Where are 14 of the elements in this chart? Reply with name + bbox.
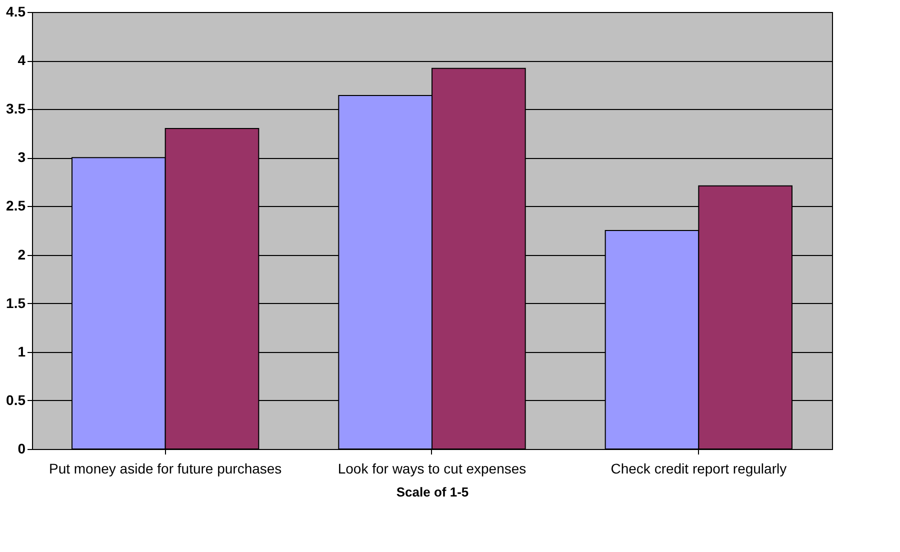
y-tick-label: 1 xyxy=(18,343,26,360)
y-tick-label: 4 xyxy=(18,52,26,68)
y-tick-label: 2.5 xyxy=(6,198,26,214)
y-tick-label: 3.5 xyxy=(6,100,26,117)
y-tick-label: 0 xyxy=(18,440,26,456)
x-tick-label: Look for ways to cut expenses xyxy=(338,460,526,476)
y-tick-label: 0.5 xyxy=(6,392,26,408)
x-axis-title: Scale of 1-5 xyxy=(396,484,469,500)
y-tick-label: 4.5 xyxy=(6,4,26,20)
y-tick-label: 1.5 xyxy=(6,294,26,311)
y-tick-label: 3 xyxy=(18,149,26,166)
x-tick-label: Put money aside for future purchases xyxy=(48,460,282,476)
x-tick-label: Check credit report regularly xyxy=(610,460,787,476)
y-tick-label: 2 xyxy=(18,246,26,262)
